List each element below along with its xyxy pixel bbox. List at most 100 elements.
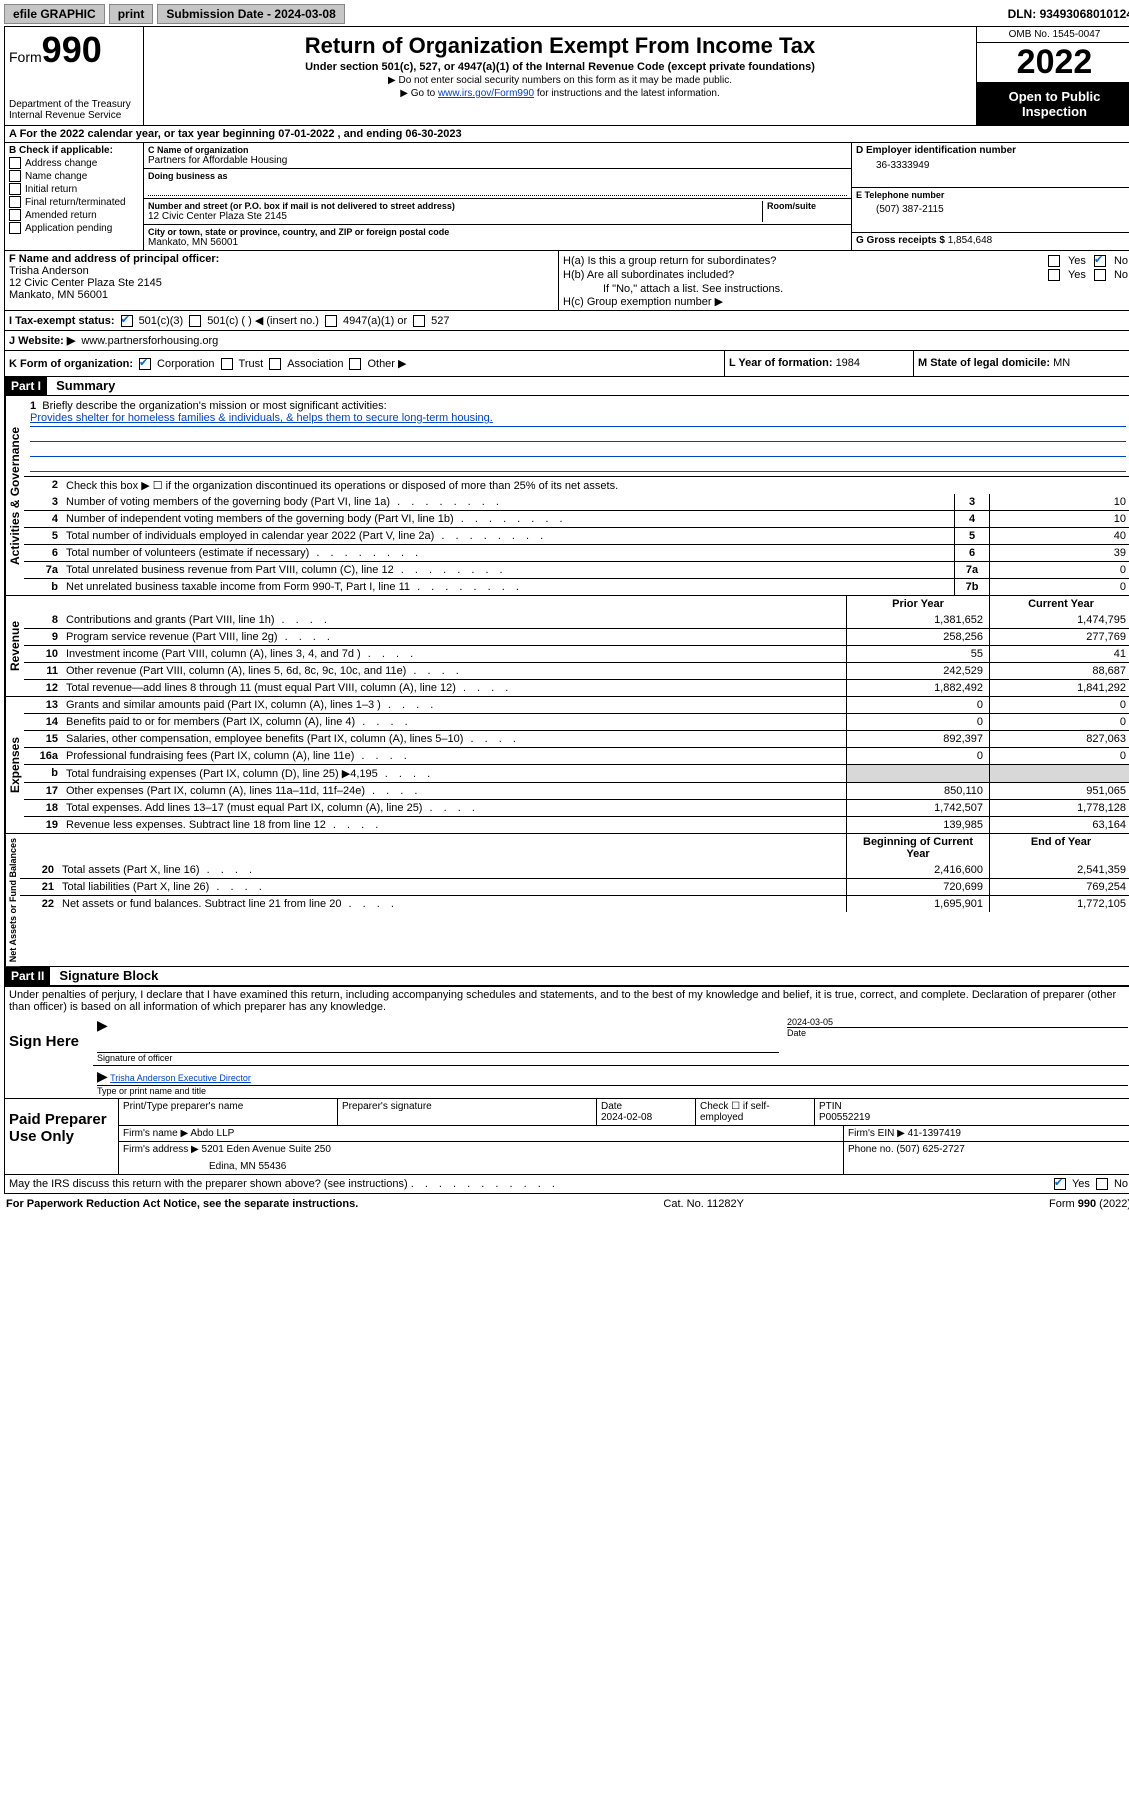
line-prior: 1,882,492 (846, 680, 989, 696)
discuss-yes-cb[interactable] (1054, 1178, 1066, 1190)
hb-note: If "No," attach a list. See instructions… (563, 283, 1128, 295)
line-9: 9 Program service revenue (Part VIII, li… (24, 628, 1129, 645)
header-right: OMB No. 1545-0047 2022 Open to Public In… (976, 27, 1129, 125)
cb-label: Initial return (25, 184, 77, 195)
firm-name: Abdo LLP (190, 1128, 234, 1139)
hb-no-cb[interactable] (1094, 269, 1106, 281)
line-prior: 242,529 (846, 663, 989, 679)
k-assoc-cb[interactable] (269, 358, 281, 370)
k-label: K Form of organization: (9, 358, 133, 370)
g-amount: 1,854,648 (948, 235, 993, 246)
c-city-cell: City or town, state or province, country… (144, 225, 851, 250)
k-corp-cb[interactable] (139, 358, 151, 370)
blank (62, 596, 846, 612)
hb-yes-cb[interactable] (1048, 269, 1060, 281)
m-val: MN (1053, 357, 1070, 369)
col-begin: Beginning of Current Year (846, 834, 989, 862)
arrow-icon: ▶ (97, 1017, 108, 1033)
i-527: 527 (431, 315, 449, 327)
ha-yes-cb[interactable] (1048, 255, 1060, 267)
line-l: L Year of formation: 1984 (725, 351, 914, 376)
q2-desc: Check this box ▶ ☐ if the organization d… (62, 477, 1129, 494)
line-val: 10 (989, 494, 1129, 510)
print-btn[interactable]: print (109, 4, 154, 24)
line-prior: 850,110 (846, 783, 989, 799)
i-4947-cb[interactable] (325, 315, 337, 327)
form-header: Form990 Department of the Treasury Inter… (5, 27, 1129, 126)
line-current: 0 (989, 714, 1129, 730)
firm-ein: 41-1397419 (908, 1128, 961, 1139)
efile-btn[interactable]: efile GRAPHIC (4, 4, 105, 24)
pp-ptin-label: PTIN (819, 1101, 1128, 1112)
prow3: Firm's address ▶ 5201 Eden Avenue Suite … (119, 1142, 1129, 1174)
cb-amended-return[interactable]: Amended return (9, 209, 139, 221)
line-num: 3 (24, 494, 62, 510)
part1-gov: Activities & Governance 1 Briefly descri… (5, 396, 1129, 596)
k-trust-cb[interactable] (221, 358, 233, 370)
line-prior: 55 (846, 646, 989, 662)
cb-final-return[interactable]: Final return/terminated (9, 196, 139, 208)
i-501c-cb[interactable] (189, 315, 201, 327)
sign-body: ▶ Signature of officer 2024-03-05 Date ▶… (93, 1015, 1129, 1098)
hb-label: H(b) Are all subordinates included? (563, 269, 1040, 281)
irs-link[interactable]: www.irs.gov/Form990 (438, 88, 534, 99)
line-num: 5 (24, 528, 62, 544)
line-prior: 2,416,600 (846, 862, 989, 878)
mission-line2 (30, 427, 1126, 442)
cb-address-change[interactable]: Address change (9, 157, 139, 169)
gov-line-7a: 7a Total unrelated business revenue from… (24, 561, 1129, 578)
firm-phone-label: Phone no. (848, 1144, 896, 1155)
discuss-no-cb[interactable] (1096, 1178, 1108, 1190)
ha-no-cb[interactable] (1094, 255, 1106, 267)
cb-application-pending[interactable]: Application pending (9, 222, 139, 234)
open-public: Open to Public Inspection (977, 83, 1129, 125)
line-desc: Other expenses (Part IX, column (A), lin… (62, 783, 846, 799)
form-label: Form (9, 49, 42, 65)
form-subtitle: Under section 501(c), 527, or 4947(a)(1)… (148, 61, 972, 73)
arrow-icon: ▶ (97, 1068, 108, 1084)
hb-yes: Yes (1068, 269, 1086, 281)
line-num: 4 (24, 511, 62, 527)
line-desc: Program service revenue (Part VIII, line… (62, 629, 846, 645)
line-desc: Total assets (Part X, line 16) . . . . (58, 862, 846, 878)
prow2: Firm's name ▶ Abdo LLP Firm's EIN ▶ 41-1… (119, 1126, 1129, 1142)
line-13: 13 Grants and similar amounts paid (Part… (24, 697, 1129, 713)
dots-icon: . . . . . . . . . . . (411, 1178, 559, 1190)
c-city-label: City or town, state or province, country… (148, 227, 847, 237)
cb-initial-return[interactable]: Initial return (9, 183, 139, 195)
line-num: 17 (24, 783, 62, 799)
discuss-text: May the IRS discuss this return with the… (9, 1178, 1048, 1190)
k-corp: Corporation (157, 358, 214, 370)
line-current: 2,541,359 (989, 862, 1129, 878)
rev-body: Prior Year Current Year 8 Contributions … (24, 596, 1129, 696)
line-current: 1,474,795 (989, 612, 1129, 628)
firm-name-label: Firm's name ▶ (123, 1128, 190, 1139)
col-end: End of Year (989, 834, 1129, 862)
i-501c3-cb[interactable] (121, 315, 133, 327)
line-a-begin: 07-01-2022 (278, 128, 334, 140)
line-desc: Contributions and grants (Part VIII, lin… (62, 612, 846, 628)
line-num: 16a (24, 748, 62, 764)
sig-name-title: Trisha Anderson Executive Director (110, 1073, 251, 1083)
cb-name-change[interactable]: Name change (9, 170, 139, 182)
cb-label: Address change (25, 158, 97, 169)
part1-title: Summary (50, 376, 121, 395)
hb-no: No (1114, 269, 1128, 281)
i-527-cb[interactable] (413, 315, 425, 327)
line-num: 12 (24, 680, 62, 696)
line-prior: 892,397 (846, 731, 989, 747)
pp-ptin-cell: PTIN P00552219 (815, 1099, 1129, 1125)
discuss-label: May the IRS discuss this return with the… (9, 1178, 408, 1190)
line-prior: 1,695,901 (846, 896, 989, 912)
gov-body: 1 Briefly describe the organization's mi… (24, 396, 1129, 595)
part2-title: Signature Block (53, 966, 164, 985)
line-prior: 0 (846, 714, 989, 730)
line-desc: Number of independent voting members of … (62, 511, 954, 527)
j-url: www.partnersforhousing.org (81, 335, 218, 347)
pp-date-cell: Date 2024-02-08 (597, 1099, 696, 1125)
line-num: 10 (24, 646, 62, 662)
mission-line4 (30, 457, 1126, 472)
k-other-cb[interactable] (349, 358, 361, 370)
firm-addr-cell: Firm's address ▶ 5201 Eden Avenue Suite … (119, 1142, 844, 1174)
mission-text: Provides shelter for homeless families &… (30, 412, 493, 424)
